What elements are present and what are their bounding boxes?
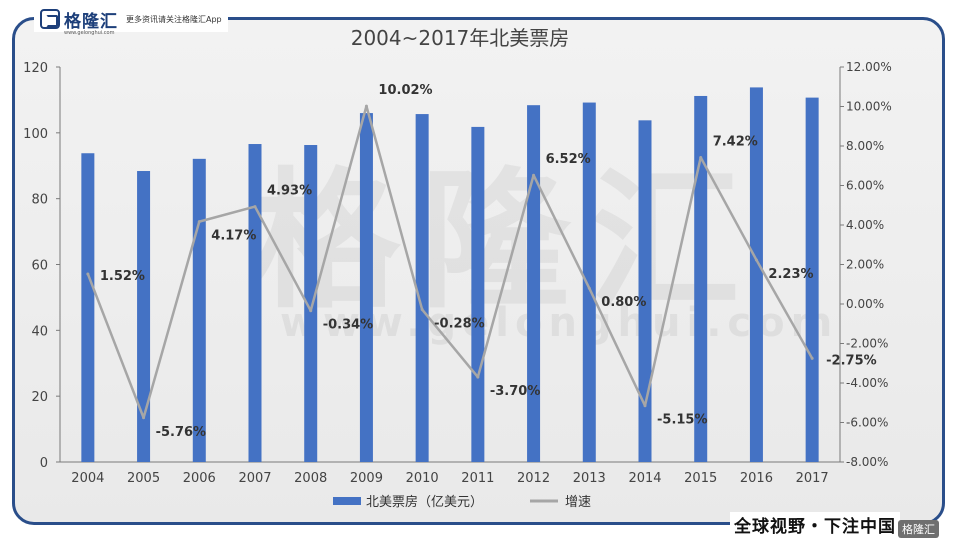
legend-label-line: 增速 — [565, 495, 591, 510]
growth-data-label: -3.70% — [490, 384, 541, 399]
footer-badge: 格隆汇 — [898, 520, 939, 538]
right-tick-label: -6.00% — [846, 416, 888, 430]
right-tick-label: 10.00% — [846, 100, 892, 114]
growth-data-label: -2.75% — [826, 353, 877, 368]
bar — [805, 97, 819, 463]
bar — [359, 113, 373, 462]
bar — [638, 120, 652, 462]
left-tick-label: 100 — [23, 127, 48, 142]
x-tick-label: 2007 — [238, 471, 271, 486]
brand-header: 格隆汇 更多资讯请关注格隆汇App www.gelonghui.com — [34, 6, 228, 36]
legend-label-bar: 北美票房（亿美元） — [366, 494, 483, 510]
watermark-text: 格隆汇 — [250, 155, 761, 329]
growth-point — [476, 375, 480, 379]
growth-point — [420, 308, 424, 312]
growth-point — [364, 104, 368, 108]
x-tick-label: 2005 — [127, 471, 160, 486]
growth-point — [810, 356, 814, 360]
growth-point — [532, 173, 536, 177]
x-tick-label: 2011 — [461, 471, 494, 486]
growth-data-label: -0.34% — [323, 318, 374, 333]
growth-data-label: 7.42% — [713, 134, 758, 149]
growth-data-label: 10.02% — [378, 83, 432, 98]
x-tick-label: 2014 — [628, 471, 661, 486]
bar — [248, 144, 262, 462]
bar — [415, 114, 429, 462]
right-tick-label: 8.00% — [846, 139, 884, 153]
left-tick-label: 120 — [23, 61, 48, 76]
growth-data-label: -5.76% — [156, 425, 207, 440]
growth-data-label: 2.23% — [768, 267, 813, 282]
right-tick-label: 6.00% — [846, 179, 884, 193]
left-tick-label: 0 — [40, 456, 48, 471]
right-tick-label: 4.00% — [846, 218, 884, 232]
growth-data-label: -5.15% — [657, 413, 708, 428]
growth-point — [643, 404, 647, 408]
x-tick-label: 2010 — [406, 471, 439, 486]
growth-point — [699, 155, 703, 159]
left-tick-label: 40 — [31, 324, 48, 339]
growth-data-label: -0.28% — [434, 317, 485, 332]
growth-point — [197, 220, 201, 224]
chart-legend: 北美票房（亿美元） 增速 — [333, 494, 591, 510]
growth-data-label: 4.17% — [211, 229, 256, 244]
chart-axes: 0 20 40 60 80 100 120 -8.00% -6.00% -4.00% -2.00% 0… — [23, 60, 892, 486]
bar-series — [81, 87, 819, 463]
growth-point — [253, 205, 257, 209]
footer-slogan: 全球视野・下注中国 — [730, 512, 900, 537]
growth-data-label: 4.93% — [267, 184, 312, 199]
left-tick-label: 20 — [31, 390, 48, 405]
growth-point — [754, 258, 758, 262]
left-tick-label: 60 — [31, 259, 48, 274]
bar — [749, 87, 763, 463]
right-tick-label: -8.00% — [846, 455, 888, 469]
x-tick-label: 2012 — [517, 471, 550, 486]
x-tick-label: 2016 — [740, 471, 773, 486]
right-tick-label: 0.00% — [846, 297, 884, 311]
x-tick-label: 2017 — [796, 471, 829, 486]
growth-point — [587, 286, 591, 290]
chart-title: 2004~2017年北美票房 — [351, 26, 570, 50]
brand-tagline: 更多资讯请关注格隆汇App — [126, 14, 222, 24]
growth-point — [309, 309, 313, 313]
growth-point — [86, 272, 90, 276]
x-tick-label: 2004 — [71, 471, 104, 486]
x-tick-label: 2009 — [350, 471, 383, 486]
x-tick-label: 2015 — [684, 471, 717, 486]
bar — [192, 158, 206, 462]
line-series: 1.52% -5.76% 4.17% 4.93% -0.34% 10.02% -0.28% -… — [86, 83, 877, 440]
x-tick-label: 2013 — [573, 471, 606, 486]
growth-data-label: 6.52% — [546, 152, 591, 167]
right-tick-label: 2.00% — [846, 258, 884, 272]
bar — [81, 153, 95, 462]
bar — [694, 95, 708, 462]
bar — [471, 126, 485, 463]
growth-point — [142, 416, 146, 420]
growth-data-label: 0.80% — [601, 295, 646, 310]
bar — [304, 145, 318, 462]
growth-line — [86, 104, 814, 420]
brand-domain: www.gelonghui.com — [64, 30, 115, 36]
bar — [527, 105, 541, 462]
x-tick-label: 2008 — [294, 471, 327, 486]
bar — [137, 171, 151, 462]
legend-swatch-bar — [333, 497, 361, 505]
brand-name: 格隆汇 — [64, 11, 118, 32]
right-tick-label: -2.00% — [846, 337, 888, 351]
right-tick-label: -4.00% — [846, 376, 888, 390]
bar — [582, 102, 596, 463]
brand-logo-icon — [40, 9, 60, 29]
growth-data-label: 1.52% — [100, 269, 145, 284]
right-tick-label: 12.00% — [846, 60, 892, 74]
left-tick-label: 80 — [31, 193, 48, 208]
x-tick-label: 2006 — [183, 471, 216, 486]
